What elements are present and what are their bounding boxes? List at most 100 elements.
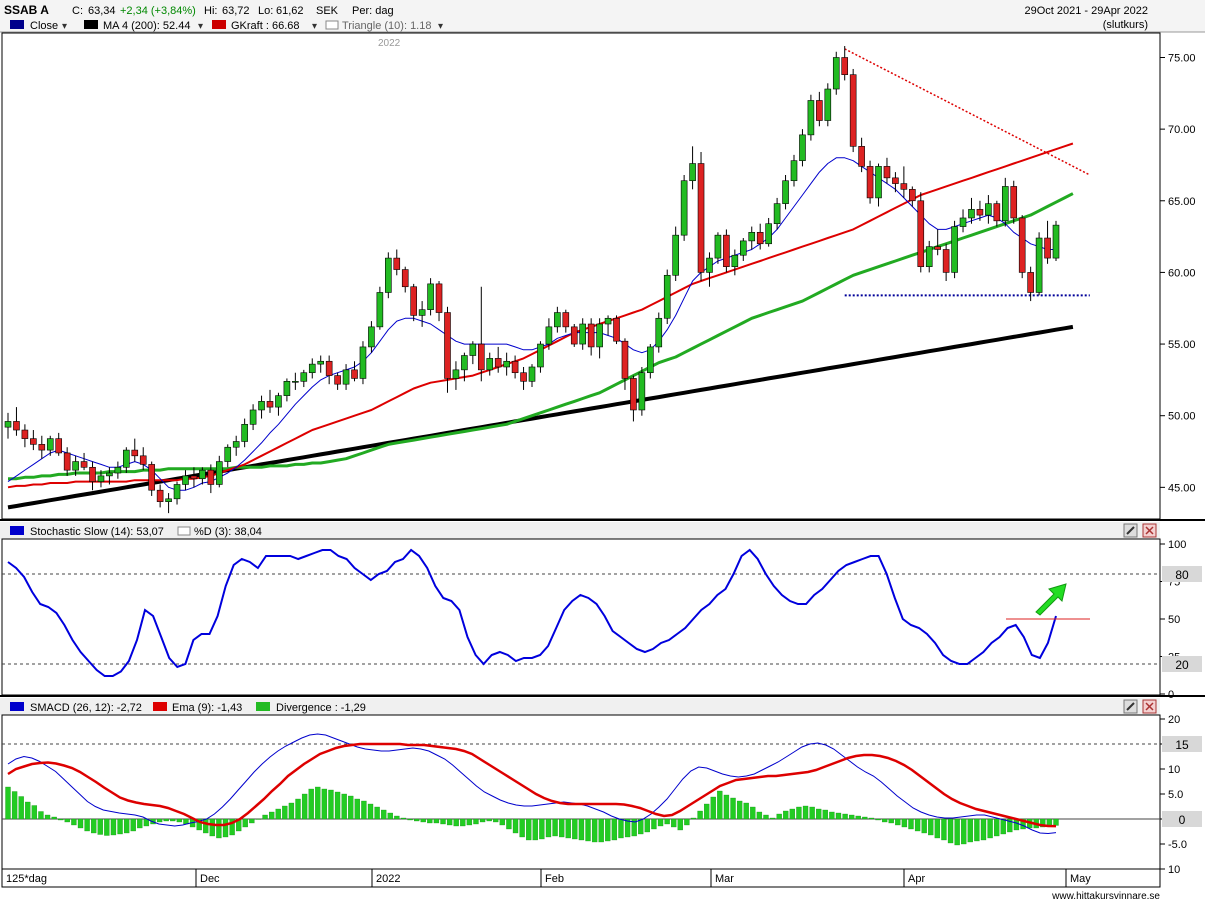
candle-body (427, 283, 434, 310)
divergence-bar (664, 818, 670, 825)
divergence-bar (954, 818, 960, 846)
divergence-bar (18, 796, 24, 820)
macd-legend-div[interactable]: Divergence : -1,29 (276, 702, 366, 714)
candle-body (106, 472, 113, 477)
candle-body (131, 449, 139, 457)
stoch-ref-label: 80 (1175, 568, 1189, 582)
year-watermark: 2022 (378, 38, 401, 49)
candle-body (993, 203, 1001, 222)
price-panel (1, 32, 1161, 520)
footer-url[interactable]: www.hittakursvinnare.se (1051, 891, 1160, 902)
stochastic-plot (2, 548, 1160, 677)
stoch-legend-k[interactable]: Stochastic Slow (14): 53,07 (30, 526, 164, 538)
divergence-bar (651, 818, 657, 830)
stoch-y-tick-label: 50 (1168, 614, 1180, 626)
macd-swatch (10, 702, 24, 711)
candle-body (4, 421, 12, 428)
divergence-bar (756, 811, 763, 820)
ema-swatch (153, 702, 167, 711)
candle-body (883, 166, 891, 179)
candle-body (418, 309, 426, 316)
divergence-bar (697, 810, 703, 820)
candle-body (165, 498, 172, 502)
legend-close[interactable]: Close (30, 20, 58, 32)
price-y-tick-label: 55.00 (1168, 339, 1196, 351)
candle-body (21, 429, 29, 439)
candle-body (351, 369, 358, 379)
divergence-bar (901, 818, 908, 828)
divergence-bar (710, 796, 716, 820)
candle-body (849, 74, 857, 147)
divergence-bar (97, 818, 103, 835)
divergence-bar (671, 818, 677, 828)
candle-body (1044, 237, 1051, 259)
dropdown-arrow-icon[interactable]: ▾ (62, 21, 67, 32)
divergence-bar (110, 818, 117, 836)
stoch-settings-icon[interactable] (1123, 523, 1138, 538)
macd-legend-macd[interactable]: SMACD (26, 12): -2,72 (30, 702, 142, 714)
divergence-bar (796, 806, 802, 820)
stoch-legend-d[interactable]: %D (3): 38,04 (194, 526, 262, 538)
divergence-bar (222, 818, 229, 838)
divergence-bar (1007, 818, 1013, 833)
divergence-bar (117, 818, 123, 835)
stoch-swatch (10, 526, 24, 535)
candle-body (148, 464, 155, 491)
divergence-bar (723, 794, 730, 820)
candle-body (486, 358, 494, 371)
candle-body (570, 326, 578, 345)
stoch-d-swatch (177, 526, 191, 536)
candle-body (401, 269, 409, 288)
candle-body (182, 475, 189, 485)
div-swatch (256, 702, 270, 711)
divergence-bar (506, 818, 512, 830)
macd-legend-ema[interactable]: Ema (9): -1,43 (172, 702, 242, 714)
candle-body (596, 323, 603, 348)
divergence-bar (400, 817, 407, 820)
divergence-bar (427, 818, 433, 824)
candle-body (224, 446, 232, 462)
macd-close-icon[interactable] (1142, 699, 1157, 714)
candle-body (782, 180, 789, 204)
candle-body (638, 372, 646, 411)
x-label-may: May (1070, 873, 1091, 885)
candle-body (985, 203, 992, 216)
candle-body (266, 401, 274, 408)
candle-body (385, 257, 392, 293)
candle-body (1027, 272, 1034, 293)
candle-body (790, 160, 798, 182)
close-label: C: (72, 5, 83, 17)
legend-ma4[interactable]: MA 4 (200): 52.44 (103, 20, 190, 32)
divergence-bar (684, 818, 690, 826)
divergence-bar (961, 818, 967, 845)
candle-body (773, 203, 781, 225)
legend-gkraft[interactable]: GKraft : 66.68 (231, 20, 299, 32)
candle-body (139, 455, 147, 465)
stoch-close-icon[interactable] (1142, 523, 1157, 538)
close-value: 63,34 (88, 5, 116, 17)
divergence-bar (315, 786, 321, 820)
divergence-bar (466, 818, 473, 826)
dropdown-arrow-icon[interactable]: ▾ (312, 21, 317, 32)
dropdown-arrow-icon[interactable]: ▾ (438, 21, 443, 32)
divergence-bar (341, 793, 347, 820)
dropdown-arrow-icon[interactable]: ▾ (198, 21, 203, 32)
candle-body (731, 254, 739, 267)
divergence-bar (1000, 818, 1006, 835)
macd-panel (1, 714, 1161, 870)
divergence-bar (974, 818, 980, 842)
legend-triangle[interactable]: Triangle (10): 1.18 (342, 20, 431, 32)
y-axes: 45.0050.0055.0060.0065.0070.0075.0002550… (1160, 52, 1202, 876)
candle-body (30, 438, 37, 445)
divergence-bar (203, 818, 209, 834)
zoom-label[interactable]: 125*dag (6, 873, 47, 885)
hi-value: 63,72 (222, 5, 250, 17)
divergence-bar (51, 816, 57, 820)
divergence-bar (829, 811, 835, 820)
divergence-bar (947, 818, 954, 844)
divergence-bar (275, 808, 281, 820)
divergence-bar (750, 806, 756, 820)
macd-settings-icon[interactable] (1123, 699, 1138, 714)
divergence-bar (526, 818, 532, 841)
